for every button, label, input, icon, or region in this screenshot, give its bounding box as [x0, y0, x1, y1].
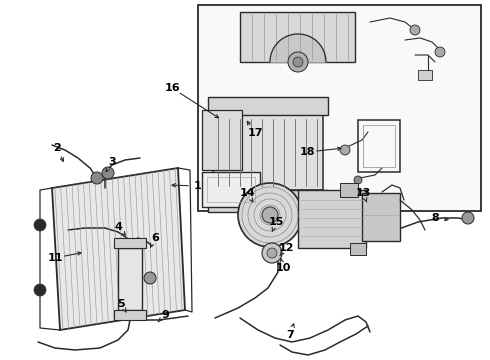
Text: 9: 9 [161, 310, 169, 320]
Bar [350, 243, 366, 255]
Bar [362, 193, 400, 241]
Text: 12: 12 [278, 243, 294, 253]
Bar [208, 190, 328, 212]
Circle shape [340, 145, 350, 155]
Text: 17: 17 [247, 128, 263, 138]
Circle shape [34, 284, 46, 296]
Text: 18: 18 [299, 147, 315, 157]
Polygon shape [52, 168, 185, 330]
Text: 4: 4 [114, 222, 122, 232]
Text: 5: 5 [117, 299, 125, 309]
Circle shape [293, 57, 303, 67]
Polygon shape [270, 34, 326, 62]
Text: 13: 13 [355, 188, 371, 198]
Circle shape [102, 167, 114, 179]
Bar [358, 120, 400, 172]
Text: 10: 10 [275, 263, 291, 273]
Circle shape [238, 183, 302, 247]
Bar [202, 172, 260, 207]
Circle shape [34, 219, 46, 231]
Bar [418, 70, 432, 80]
Circle shape [462, 212, 474, 224]
Bar [202, 110, 242, 170]
Bar [213, 115, 323, 190]
Circle shape [267, 248, 277, 258]
Text: 6: 6 [151, 233, 159, 243]
Text: 1: 1 [194, 181, 202, 191]
Circle shape [435, 47, 445, 57]
Bar [363, 125, 395, 167]
Text: 14: 14 [239, 188, 255, 198]
Text: 8: 8 [431, 213, 439, 223]
Bar [208, 97, 328, 115]
Circle shape [262, 243, 282, 263]
Bar [114, 238, 146, 248]
Bar [118, 248, 142, 310]
Text: 15: 15 [269, 217, 284, 227]
Text: 16: 16 [164, 83, 180, 93]
Circle shape [262, 207, 278, 223]
Circle shape [410, 25, 420, 35]
Circle shape [354, 176, 362, 184]
Bar [198, 5, 481, 211]
Circle shape [144, 272, 156, 284]
Bar [114, 310, 146, 320]
Bar [340, 183, 358, 197]
Text: 7: 7 [286, 330, 294, 340]
Bar [240, 12, 355, 62]
Text: 3: 3 [108, 157, 116, 167]
Circle shape [91, 172, 103, 184]
Bar [207, 177, 255, 202]
Text: 11: 11 [47, 253, 63, 263]
Circle shape [288, 52, 308, 72]
Bar [298, 190, 366, 248]
Text: 2: 2 [53, 143, 61, 153]
